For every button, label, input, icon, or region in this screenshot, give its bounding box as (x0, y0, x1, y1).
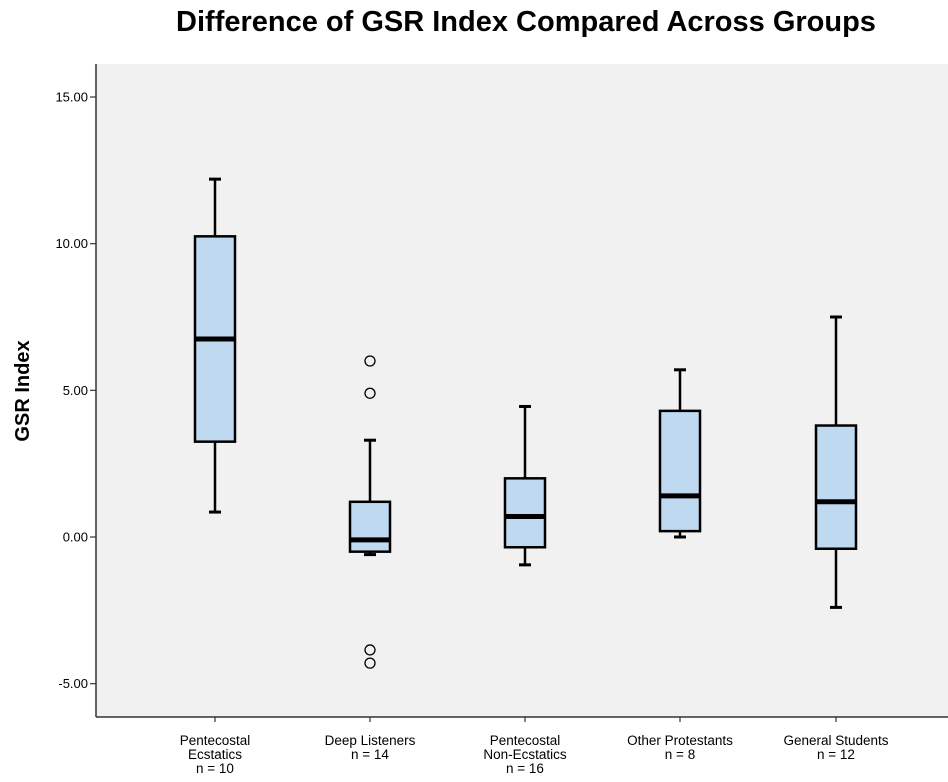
box-iqr (658, 409, 702, 533)
x-category-label-line: Pentecostal (490, 733, 561, 748)
x-category-label-line: Ecstatics (188, 747, 242, 762)
box-group (193, 177, 237, 514)
y-axis-ticks: -5.00 0.00 5.00 10.00 15.00 (55, 90, 96, 691)
x-category-label-line: n = 8 (665, 747, 695, 762)
outlier-point (364, 644, 376, 656)
box-group (503, 404, 547, 567)
box-iqr (814, 424, 858, 550)
outlier-point (364, 657, 376, 669)
outlier-point (364, 387, 376, 399)
y-tick-label: 15.00 (55, 90, 88, 105)
box-iqr (348, 500, 392, 553)
box-group (658, 368, 702, 539)
y-tick-label: 10.00 (55, 236, 88, 251)
plot-area (96, 64, 948, 717)
x-category-label-line: General Students (783, 733, 888, 748)
x-category-label-line: n = 16 (506, 761, 544, 776)
box-iqr (503, 477, 547, 549)
x-category-label-line: n = 10 (196, 761, 234, 776)
x-category-label-line: Other Protestants (627, 733, 733, 748)
chart-title: Difference of GSR Index Compared Across … (176, 6, 876, 38)
x-category-label-line: Deep Listeners (325, 733, 416, 748)
outlier-point (364, 355, 376, 367)
x-category-label-line: n = 12 (817, 747, 855, 762)
x-category-label-line: Non-Ecstatics (483, 747, 567, 762)
x-category-label-line: n = 14 (351, 747, 389, 762)
y-tick-label: 0.00 (63, 530, 88, 545)
y-axis-label: GSR Index (12, 340, 34, 441)
y-tick-label: -5.00 (58, 676, 88, 691)
box-group (814, 315, 858, 609)
chart-marks (193, 177, 858, 669)
box-group (348, 355, 392, 669)
y-tick-label: 5.00 (63, 383, 88, 398)
x-category-label-line: Pentecostal (180, 733, 251, 748)
